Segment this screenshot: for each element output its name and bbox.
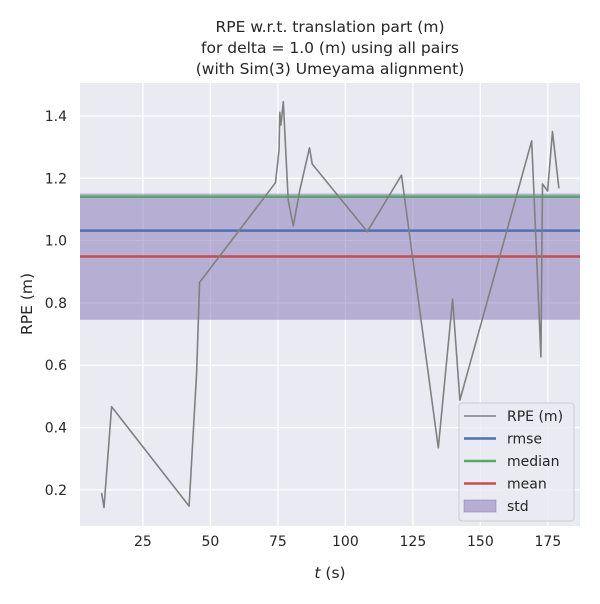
x-tick-label: 100 — [332, 534, 359, 550]
legend-label: std — [507, 499, 529, 515]
chart-title-line-2: for delta = 1.0 (m) using all pairs — [201, 39, 459, 57]
y-tick-label: 0.2 — [45, 483, 67, 499]
rpe-series-line — [100, 100, 560, 509]
legend-label: RPE (m) — [507, 409, 563, 425]
legend-label: rmse — [507, 432, 542, 448]
y-axis-label: RPE (m) — [18, 273, 36, 335]
x-tick-label: 125 — [400, 534, 427, 550]
y-tick-label: 0.6 — [45, 358, 67, 374]
y-tick-label: 1.2 — [45, 171, 67, 187]
tick-labels: 25 50 75 100 125 150 175 0.2 0.4 0.6 0.8 1.0 1.2 1.4 — [45, 109, 562, 550]
legend-swatch-std — [463, 499, 497, 513]
legend-label: median — [507, 454, 559, 470]
x-tick-label: 75 — [269, 534, 287, 550]
x-axis-label-unit: (s) — [320, 564, 345, 582]
x-tick-label: 150 — [467, 534, 494, 550]
y-tick-label: 0.4 — [45, 421, 67, 437]
y-tick-label: 1.4 — [45, 109, 67, 125]
y-tick-label: 0.8 — [45, 296, 67, 312]
chart-title-line-1: RPE w.r.t. translation part (m) — [215, 18, 444, 36]
stat-lines — [80, 195, 580, 258]
x-tick-label: 175 — [535, 534, 562, 550]
legend-box — [458, 402, 575, 522]
x-axis-label: t (s) — [314, 564, 345, 582]
series-group — [100, 100, 560, 509]
x-tick-label: 50 — [201, 534, 219, 550]
chart-title-line-3: (with Sim(3) Umeyama alignment) — [196, 60, 465, 78]
x-tick-label: 25 — [134, 534, 152, 550]
legend: RPE (m) rmse median mean std — [458, 402, 575, 522]
x-axis-label-var: t — [314, 564, 321, 582]
legend-label: mean — [507, 477, 547, 493]
y-tick-label: 1.0 — [45, 234, 67, 250]
